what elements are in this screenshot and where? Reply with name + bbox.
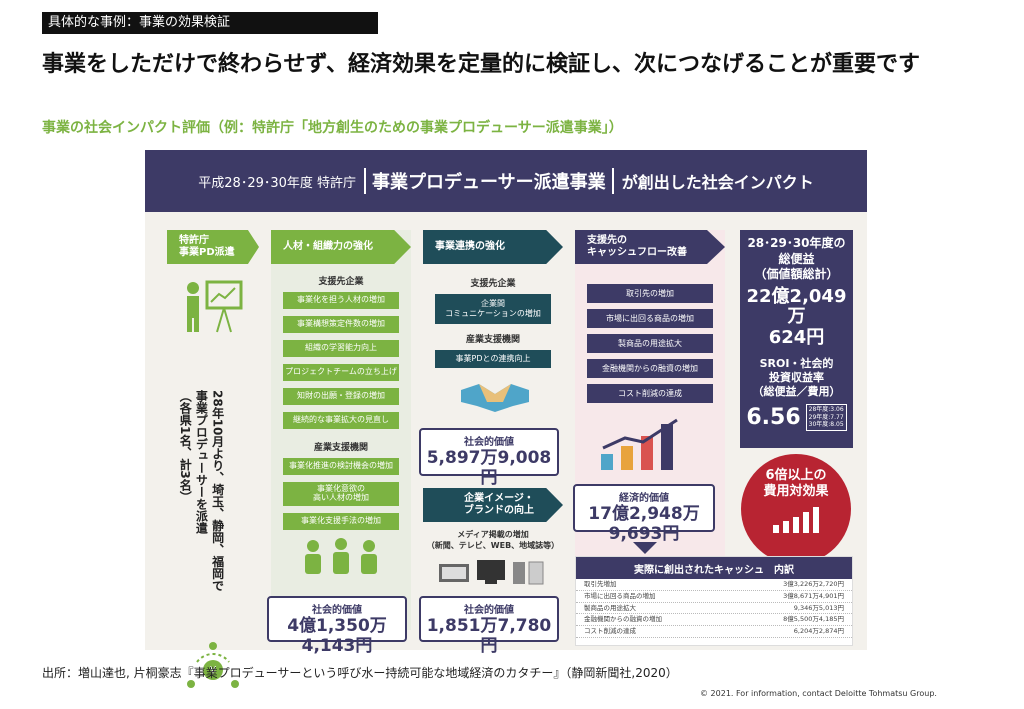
collab-group-support: 産業支援機関 (465, 335, 520, 345)
collab-social-value: 社会的価値 5,897万9,008円 (419, 428, 559, 488)
presenter-icon (187, 280, 243, 333)
row-value: 6,204万2,874円 (793, 627, 844, 636)
media-devices-icon (439, 560, 544, 585)
collab-item: 企業間 コミュニケーションの増加 (435, 294, 551, 324)
sroi-value-row: 6.56 28年度:3.06 29年度:7.77 30年度:8.05 (740, 403, 853, 432)
collab-group-companies: 支援先企業 (470, 279, 516, 289)
hr-group-support: 産業支援機関 (313, 443, 368, 453)
breakdown-row: コスト削減の達成 6,204万2,874円 (576, 626, 852, 638)
example-subheading: 事業の社会インパクト評価（例：特許庁「地方創生のための事業プロデューサー派遣事業… (42, 120, 623, 136)
brand-value-label: 社会的価値 (464, 605, 514, 616)
pd-head: 特許庁 事業PD派遣 (167, 230, 259, 264)
brand-value: 1,851万7,780円 (426, 616, 552, 657)
hr-head: 人材・組織力の強化 (271, 230, 411, 264)
hr-item: 組織の学習能力向上 (283, 340, 399, 357)
column-hr-org: 人材・組織力の強化 支援先企業 事業化を担う人材の増加 事業構想策定件数の増加 … (271, 230, 411, 630)
row-label: 金融機関からの融資の増加 (584, 615, 662, 624)
breakdown-title: 実際に創出されたキャッシュ 内訳 (576, 557, 852, 579)
row-label: 取引先増加 (584, 580, 617, 588)
cash-item: 市場に出回る商品の増加 (587, 309, 713, 328)
cost-effect-label: 6倍以上の 費用対効果 (763, 468, 829, 500)
sroi-by-year: 28年度:3.06 29年度:7.77 30年度:8.05 (805, 403, 847, 432)
hr-item: 事業化支援手法の増加 (283, 513, 399, 530)
hr-item: 事業化推進の検討機会の増加 (283, 458, 399, 475)
row-label: コスト削減の達成 (584, 627, 636, 636)
breakdown-row: 取引先増加 3億3,226万2,720円 (576, 579, 852, 591)
pd-description: 28年10月より、埼玉、静岡、福岡で 事業プロデューサーを派遣 （各県1名、計3… (178, 390, 225, 592)
collab-value-label: 社会的価値 (464, 437, 514, 448)
total-label: 28･29･30年度の 総便益 （価値額総計） (747, 236, 846, 282)
hr-item: 知財の出願・登録の増加 (283, 388, 399, 405)
collab-item: 事業PDとの連携向上 (435, 350, 551, 368)
team-yen-icon: ¥ (187, 642, 239, 688)
hr-social-value: 社会的価値 4億1,350万4,143円 (267, 596, 407, 656)
row-value: 8億5,500万4,185円 (783, 615, 844, 624)
column-pd-dispatch: 特許庁 事業PD派遣 28年10月より、埼玉、静岡、福岡で 事業プロデューサーを… (167, 230, 259, 688)
breakdown-row: 市場に出回る商品の増加 3億8,671万4,901円 (576, 591, 852, 603)
row-label: 製商品の用途拡大 (584, 603, 636, 612)
brand-social-value: 社会的価値 1,851万7,780円 (419, 596, 559, 656)
source-citation: 出所：増山達也, 片桐豪志『事業プロデューサーという呼び水ー持続可能な地域経済の… (42, 666, 678, 680)
column-collaboration: 事業連携の強化 支援先企業 企業間 コミュニケーションの増加 産業支援機関 事業… (419, 230, 563, 630)
hr-item: 継続的な事業拡大の見直し (283, 412, 399, 429)
cash-item: 取引先の増加 (587, 284, 713, 303)
hr-item: 事業構想策定件数の増加 (283, 316, 399, 333)
growth-chart-icon (601, 418, 678, 470)
cash-value-label: 経済的価値 (619, 493, 669, 504)
media-label: メディア掲載の増加 （新聞、テレビ、WEB、地域誌等） (426, 530, 560, 550)
banner-years: 平成28･29･30年度 特許庁 (198, 175, 357, 191)
hr-group-companies: 支援先企業 (318, 277, 364, 287)
hr-value: 4億1,350万4,143円 (287, 616, 387, 657)
cost-effect-badge: 6倍以上の 費用対効果 (741, 454, 851, 564)
copyright-notice: © 2021. For information, contact Deloitt… (700, 689, 937, 698)
collab-head: 事業連携の強化 (423, 230, 563, 264)
svg-text:¥: ¥ (210, 664, 217, 677)
cash-item: 製商品の用途拡大 (587, 334, 713, 353)
cash-breakdown: 実際に創出されたキャッシュ 内訳 取引先増加 3億3,226万2,720円 市場に… (575, 556, 853, 646)
infographic-banner: 平成28･29･30年度 特許庁 事業プロデューサー派遣事業 が創出した社会イン… (145, 150, 867, 212)
sroi-value: 6.56 (746, 404, 801, 430)
impact-infographic: 平成28･29･30年度 特許庁 事業プロデューサー派遣事業 が創出した社会イン… (145, 150, 867, 688)
breakdown-row: 金融機関からの融資の増加 8億5,500万4,185円 (576, 614, 852, 627)
row-label: 市場に出回る商品の増加 (584, 591, 656, 600)
cash-economic-value: 経済的価値 17億2,948万9,693円 (573, 484, 715, 544)
cash-value: 17億2,948万9,693円 (588, 504, 700, 545)
section-tag: 具体的な事例：事業の効果検証 (42, 12, 378, 34)
down-arrow-icon (633, 542, 657, 554)
hr-value-label: 社会的価値 (312, 605, 362, 616)
handshake-icon (461, 384, 529, 412)
hr-item: 事業化意欲の 高い人材の増加 (283, 482, 399, 506)
row-value: 9,346万5,013円 (793, 603, 844, 612)
sroi-label: SROI・社会的 投資収益率 （総便益／費用） (752, 356, 841, 399)
cash-item: 金融機関からの融資の増加 (587, 359, 713, 378)
total-value: 22億2,049万 624円 (746, 285, 847, 349)
breakdown-row: 製商品の用途拡大 9,346万5,013円 (576, 603, 852, 615)
collab-value: 5,897万9,008円 (426, 448, 552, 489)
people-icon (305, 538, 377, 574)
row-value: 3億8,671万4,901円 (783, 591, 844, 600)
hr-item: 事業化を担う人材の増加 (283, 292, 399, 309)
cash-head: 支援先の キャッシュフロー改善 (575, 230, 725, 264)
page-headline: 事業をしただけで終わらせず、経済効果を定量的に検証し、次につなげることが重要です (42, 52, 921, 77)
row-value: 3億3,226万2,720円 (783, 580, 844, 588)
hr-item: プロジェクトチームの立ち上げ (283, 364, 399, 381)
total-benefit-panel: 28･29･30年度の 総便益 （価値額総計） 22億2,049万 624円 S… (740, 230, 853, 448)
brand-head: 企業イメージ・ ブランドの向上 (423, 488, 563, 522)
banner-program: 事業プロデューサー派遣事業 (364, 168, 614, 194)
cash-item: コスト削減の達成 (587, 384, 713, 403)
bar-growth-icon (773, 506, 819, 533)
banner-suffix: が創出した社会インパクト (621, 173, 814, 192)
